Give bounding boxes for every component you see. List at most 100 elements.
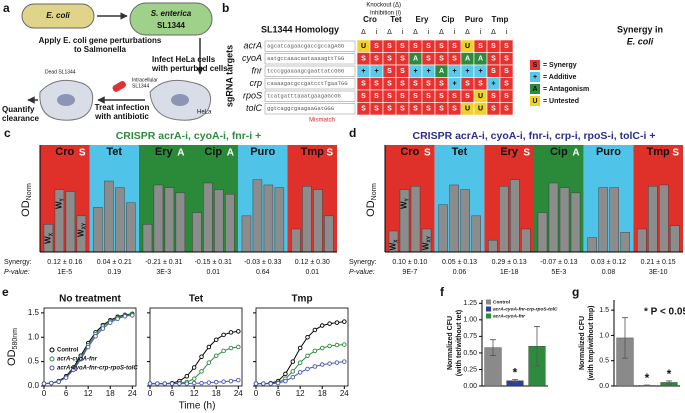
step-text: Infect HeLa cells	[152, 55, 216, 64]
call-code: S	[504, 56, 509, 63]
point	[327, 343, 332, 349]
point	[191, 380, 197, 386]
point	[130, 313, 135, 318]
sequence: ggtcaggcgaagaaGatGGG	[267, 105, 335, 112]
point	[312, 364, 318, 369]
synergy-value: 0.10 ± 0.10	[392, 259, 427, 266]
bar	[214, 189, 224, 253]
call-code: S	[374, 106, 379, 113]
bar	[637, 228, 647, 253]
call-code: S	[452, 56, 457, 63]
synergy-value: 0.03 ± 0.12	[591, 259, 626, 266]
call-code: S	[439, 106, 444, 113]
note: SL1344	[132, 83, 149, 89]
bar	[548, 182, 559, 253]
axis-label: Knockout (Δ)	[366, 3, 401, 9]
point	[305, 335, 310, 340]
point	[49, 380, 54, 386]
error-bar	[622, 317, 628, 359]
legend-code: U	[532, 98, 537, 105]
point	[334, 360, 340, 365]
bar	[252, 179, 263, 253]
row-label: Synergy:	[4, 259, 32, 266]
axis-label-main: OD	[6, 349, 18, 366]
row-label: rpoS	[243, 91, 262, 101]
point	[78, 356, 84, 362]
call-code: S	[413, 81, 418, 88]
call-code: S	[361, 81, 366, 88]
bar	[570, 192, 581, 253]
point	[305, 366, 310, 372]
y-tick-label: 0.25	[463, 366, 477, 373]
bar-label: WX	[44, 232, 55, 244]
x-tick-label: 24	[234, 389, 243, 398]
point	[228, 345, 234, 351]
group-tag: S	[79, 148, 86, 159]
point	[297, 370, 303, 375]
bar-label-base: W	[400, 201, 409, 209]
x-tick-label: 12	[296, 389, 305, 398]
sequence-box	[264, 103, 356, 115]
bar	[142, 224, 153, 253]
point	[199, 380, 204, 386]
column-subheader: i	[402, 29, 404, 36]
row-label: crp	[249, 78, 262, 88]
point	[236, 377, 241, 383]
point	[107, 320, 113, 325]
legend-label: acrA-cyoA-fnr	[493, 313, 526, 319]
point	[283, 371, 288, 377]
group-label: Tmp	[301, 146, 325, 158]
panel-letter: g	[572, 285, 579, 299]
point	[312, 327, 318, 333]
legend-label: = Antagonism	[543, 86, 589, 93]
group-tag: A	[572, 148, 579, 159]
step-text: Quantify	[2, 105, 35, 114]
bar	[164, 187, 175, 253]
point	[228, 330, 234, 335]
bar-label: WX	[389, 239, 400, 251]
row-label: Synergy:	[349, 259, 377, 266]
legend-swatch	[486, 313, 491, 319]
call-code: U	[465, 43, 470, 50]
point	[100, 326, 106, 331]
nucleus	[171, 94, 189, 106]
x-tick-label: 18	[318, 389, 327, 398]
point	[191, 376, 197, 381]
row-label: fnr	[251, 66, 263, 76]
call-code: S	[439, 93, 444, 100]
bar	[587, 237, 597, 253]
call-code: S	[491, 56, 496, 63]
call-code: S	[361, 93, 366, 100]
legend-label: = Synergy	[543, 62, 577, 69]
bar	[93, 207, 103, 253]
bar	[104, 180, 114, 253]
bar	[192, 212, 202, 253]
call-code: S	[491, 43, 496, 50]
call-code: S	[387, 43, 392, 50]
bar	[225, 193, 235, 253]
error-bar	[644, 384, 650, 387]
point	[221, 332, 226, 338]
legend-marker	[49, 365, 55, 371]
group-tag: A	[177, 148, 184, 159]
legend-swatch	[530, 60, 540, 70]
call-code: S	[387, 93, 392, 100]
call-code: S	[413, 106, 418, 113]
group-tag: S	[523, 148, 530, 159]
group-label: Puro	[250, 146, 275, 158]
point	[312, 348, 318, 354]
point	[253, 381, 259, 386]
call-code: S	[504, 106, 509, 113]
p-value: 5E-3	[551, 269, 566, 276]
panel-letter: f	[440, 285, 445, 299]
point	[155, 381, 160, 386]
call-cell	[499, 102, 514, 116]
column-subheader: i	[480, 29, 482, 36]
axis-label-sub: 580nm	[12, 328, 19, 350]
point	[290, 374, 296, 380]
point	[206, 360, 212, 365]
sequence: tcatgatttaaatgaagaGcGG	[267, 93, 341, 100]
ecoli-label: E. coli	[46, 11, 70, 20]
point	[56, 379, 61, 384]
